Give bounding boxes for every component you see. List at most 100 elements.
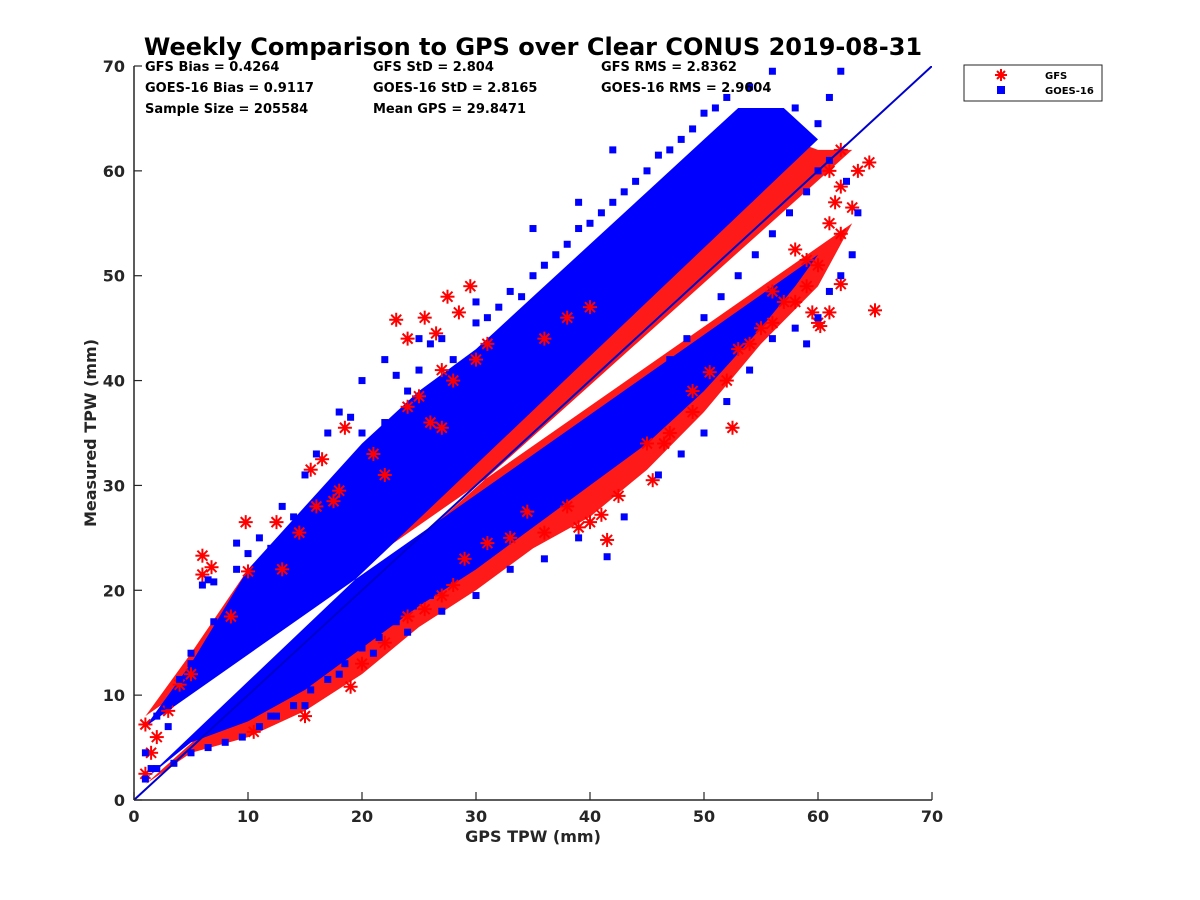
gfs-point (298, 709, 312, 724)
goes16-point (683, 335, 691, 343)
goes16-point (415, 366, 423, 374)
goes16-bias-stat: GOES-16 Bias = 0.9117 (145, 81, 314, 96)
y-axis-label: Measured TPW (mm) (81, 339, 100, 527)
goes16-point (381, 419, 389, 427)
gfs-point (400, 609, 415, 624)
goes16-point (506, 565, 514, 573)
goes16-point (301, 702, 309, 710)
gfs-point (138, 717, 153, 732)
goes16-point (164, 723, 172, 731)
goes16-point (392, 371, 400, 379)
gfs-point (446, 373, 461, 388)
gfs-point (560, 499, 575, 514)
goes16-point (375, 633, 383, 641)
goes16-point (791, 324, 799, 332)
goes16-point (233, 565, 241, 573)
goes16-density-band (145, 107, 818, 780)
goes16-point (540, 555, 548, 563)
goes16-point (620, 188, 628, 196)
x-tick-label: 10 (237, 807, 259, 826)
gfs-point (480, 336, 495, 351)
goes16-point (147, 765, 155, 773)
goes16-point (290, 702, 298, 710)
gfs-point (822, 216, 837, 231)
gfs-point (862, 155, 877, 170)
goes16-point (187, 649, 195, 657)
goes16-point (746, 83, 754, 91)
x-tick-label: 40 (579, 807, 601, 826)
goes16-point (529, 272, 537, 280)
goes16-point (449, 356, 457, 364)
goes16-point (848, 251, 856, 259)
goes16-point (563, 471, 571, 479)
gfs-point (765, 284, 780, 299)
goes16-point (307, 686, 315, 694)
gfs-point (685, 384, 700, 399)
gfs-point (822, 305, 837, 320)
goes16-point (803, 340, 811, 348)
gfs-point (451, 305, 466, 320)
scatter-points (138, 67, 882, 783)
goes16-point (546, 492, 554, 500)
goes16-point (843, 177, 850, 185)
goes16-point (529, 502, 537, 510)
gfs-point (195, 548, 210, 563)
gfs-point (389, 312, 404, 327)
gfs-point (292, 525, 307, 540)
goes16-point (677, 135, 685, 143)
gfs-point (702, 365, 717, 380)
x-tick-label: 70 (921, 807, 943, 826)
goes16-point (273, 712, 280, 720)
x-tick-label: 30 (465, 807, 487, 826)
goes16-point (563, 240, 571, 248)
gfs-point (765, 315, 780, 330)
goes16-point (244, 550, 252, 558)
goes16-point (597, 439, 605, 447)
goes16-point (267, 712, 275, 720)
goes16-point (654, 151, 662, 159)
gfs-point (412, 389, 426, 404)
goes16-point (529, 225, 537, 233)
goes16-point (791, 104, 799, 112)
gfs-point (600, 532, 615, 547)
goes16-point (700, 429, 708, 437)
goes16-point (404, 628, 412, 636)
goes16-point (255, 534, 263, 542)
gfs-point (309, 499, 324, 514)
x-tick-label: 60 (807, 807, 829, 826)
goes16-point (472, 592, 480, 600)
goes16-point (483, 314, 491, 322)
gfs-point (417, 310, 432, 325)
goes16-point (141, 749, 149, 757)
goes16-point (575, 534, 583, 542)
goes16-point (438, 335, 446, 343)
goes16-point (689, 125, 697, 133)
x-axis-label: GPS TPW (mm) (465, 827, 601, 846)
goes16-point (768, 67, 776, 75)
y-tick-label: 10 (103, 686, 125, 705)
gfs-point (332, 483, 347, 498)
goes16-point (187, 749, 195, 757)
goes16-point (643, 167, 651, 175)
goes16-point (597, 209, 605, 217)
goes16-point (711, 104, 719, 112)
goes16-point (666, 356, 674, 364)
gfs-point (657, 436, 672, 451)
goes16-point (518, 293, 526, 301)
goes16-point (341, 660, 349, 668)
goes16-point (677, 450, 685, 458)
goes16-point (392, 618, 400, 626)
goes16-point (723, 93, 731, 101)
gfs-point (850, 163, 865, 178)
gfs-point (423, 415, 438, 430)
goes16-point (324, 429, 332, 437)
goes16-point (751, 251, 759, 259)
gfs-point (537, 525, 552, 540)
goes16-point (358, 377, 366, 385)
goes16-point (615, 419, 622, 427)
goes16-point (409, 602, 417, 610)
gfs-point (833, 277, 848, 292)
goes16-point (301, 471, 309, 479)
gfs-point (685, 405, 700, 420)
gfs-point (241, 564, 255, 579)
